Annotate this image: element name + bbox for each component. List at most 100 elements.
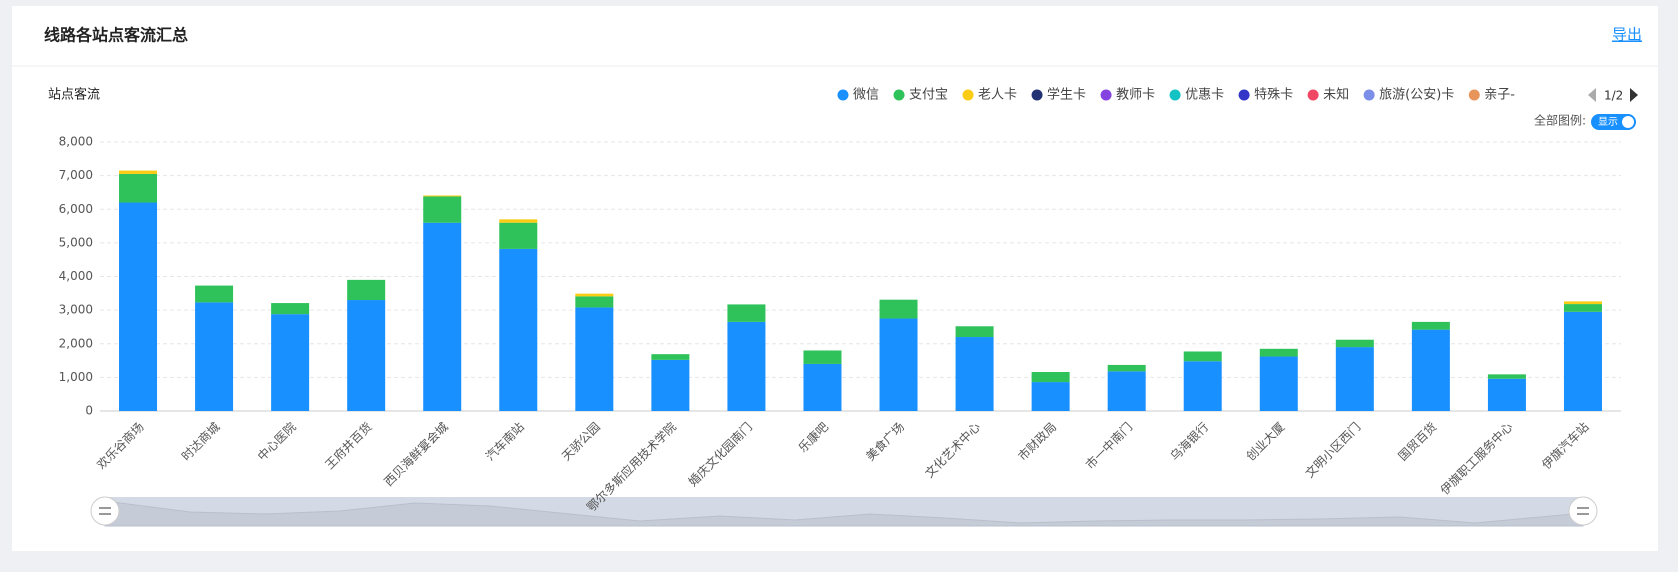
legend-swatch bbox=[1363, 89, 1375, 101]
bar-segment bbox=[575, 307, 614, 411]
legend-label: 老人卡 bbox=[978, 88, 1017, 103]
legend-label: 特殊卡 bbox=[1254, 88, 1293, 103]
bar-segment bbox=[1031, 371, 1070, 383]
bar-segment bbox=[1107, 364, 1146, 372]
bar-segment bbox=[955, 326, 994, 338]
y-tick-label: 0 bbox=[85, 404, 93, 418]
bar-segment bbox=[119, 173, 158, 203]
bar-segment bbox=[651, 359, 690, 411]
legend-label: 支付宝 bbox=[909, 88, 948, 103]
bar-segment bbox=[1487, 378, 1526, 411]
legend-item[interactable]: 微信 bbox=[837, 88, 880, 103]
bar-segment bbox=[1487, 374, 1526, 379]
legend-next[interactable] bbox=[1630, 88, 1638, 102]
bar-segment bbox=[575, 293, 614, 297]
legend-swatch bbox=[1169, 89, 1181, 101]
bar-segment bbox=[1335, 339, 1374, 348]
legend-swatch bbox=[1468, 89, 1480, 101]
legend-item[interactable]: 旅游(公安)卡 bbox=[1363, 88, 1455, 103]
legend-swatch bbox=[837, 89, 849, 101]
y-tick-label: 4,000 bbox=[59, 269, 93, 283]
legend-item[interactable]: 学生卡 bbox=[1031, 87, 1087, 103]
bar-segment bbox=[1563, 304, 1602, 312]
legend-item[interactable]: 支付宝 bbox=[893, 88, 949, 103]
bar-segment bbox=[1183, 361, 1222, 411]
zoom-shadow bbox=[104, 500, 1584, 527]
card-title: 线路各站点客流汇总 bbox=[44, 26, 188, 45]
bar-segment bbox=[499, 248, 538, 411]
bar-segment bbox=[879, 299, 918, 319]
zoom-handle[interactable] bbox=[1568, 496, 1598, 526]
bar-segment bbox=[271, 303, 310, 315]
handle-grip bbox=[99, 507, 1589, 515]
legend-swatch bbox=[1238, 89, 1250, 101]
legend-item[interactable]: 优惠卡 bbox=[1169, 88, 1225, 103]
bar-segment bbox=[423, 196, 462, 223]
legend-label: 微信 bbox=[853, 88, 879, 103]
bar-segment bbox=[803, 363, 842, 411]
bar-segment bbox=[803, 350, 842, 364]
y-tick-label: 8,000 bbox=[59, 135, 93, 149]
bar-segment bbox=[195, 302, 234, 411]
legend-label: 未知 bbox=[1323, 87, 1349, 103]
bar-segment bbox=[879, 318, 918, 411]
bar-segment bbox=[1335, 347, 1374, 411]
y-tick-label: 3,000 bbox=[59, 303, 93, 317]
export-link[interactable]: 导出 bbox=[1612, 26, 1642, 44]
legend-label: 学生卡 bbox=[1047, 87, 1086, 103]
legend-item[interactable]: 教师卡 bbox=[1100, 87, 1156, 103]
bar-segment bbox=[1183, 351, 1222, 362]
bar-segment bbox=[955, 337, 994, 411]
bar-segment bbox=[575, 296, 614, 308]
bar-segment bbox=[1031, 382, 1070, 411]
chart-title: 站点客流 bbox=[48, 87, 100, 103]
legend-item[interactable]: 老人卡 bbox=[962, 88, 1018, 103]
bar-segment bbox=[1259, 348, 1298, 357]
toggle-knob bbox=[1622, 116, 1634, 128]
bar-segment bbox=[499, 222, 538, 249]
zoom-handle[interactable] bbox=[90, 496, 120, 526]
legend-label: 优惠卡 bbox=[1185, 88, 1224, 103]
bar-segment bbox=[1411, 321, 1450, 330]
bar-segment bbox=[271, 314, 310, 411]
bar-segment bbox=[423, 222, 462, 411]
legend-item[interactable]: 未知 bbox=[1307, 87, 1350, 103]
legend-swatch bbox=[1100, 89, 1112, 101]
bar-segment bbox=[1563, 311, 1602, 411]
bar-segment bbox=[1259, 356, 1298, 411]
y-tick-label: 5,000 bbox=[59, 235, 93, 249]
bar-segment bbox=[727, 321, 766, 411]
bar-segment bbox=[727, 304, 766, 322]
legend-swatch bbox=[962, 89, 974, 101]
legend-label: 旅游(公安)卡 bbox=[1379, 88, 1454, 103]
bar-segment bbox=[195, 285, 234, 303]
bar-segment bbox=[499, 219, 538, 223]
legend-item[interactable]: 特殊卡 bbox=[1238, 88, 1294, 103]
card bbox=[12, 6, 1658, 551]
bar-segment bbox=[119, 202, 158, 411]
bar-segment bbox=[347, 279, 386, 301]
bar-segment bbox=[423, 195, 462, 197]
bar-segment bbox=[347, 300, 386, 411]
bar-segment bbox=[651, 354, 690, 360]
legend-swatch bbox=[893, 89, 905, 101]
legend-page: 1/2 bbox=[1604, 89, 1623, 103]
legend-item[interactable]: 亲子- bbox=[1468, 88, 1516, 103]
bar-segment bbox=[1107, 371, 1146, 411]
legend-label: 教师卡 bbox=[1116, 87, 1155, 103]
toggle-text: 显示 bbox=[1598, 116, 1618, 128]
y-tick-label: 6,000 bbox=[59, 202, 93, 216]
legend-prev[interactable] bbox=[1588, 88, 1596, 102]
legend-toggle-label: 全部图例: bbox=[1534, 113, 1586, 128]
legend: 微信 支付宝 老人卡 学生卡 教师卡 优惠卡 特殊卡 未知 旅游(公安)卡 亲子- bbox=[837, 87, 1516, 103]
bar-segment bbox=[119, 170, 158, 174]
legend-label: 亲子- bbox=[1484, 88, 1515, 103]
y-tick-label: 1,000 bbox=[59, 370, 93, 384]
bar-segment bbox=[1411, 329, 1450, 411]
y-tick-label: 2,000 bbox=[59, 336, 93, 350]
y-tick-label: 7,000 bbox=[59, 168, 93, 182]
legend-swatch bbox=[1307, 89, 1319, 101]
bar-segment bbox=[1563, 301, 1602, 305]
